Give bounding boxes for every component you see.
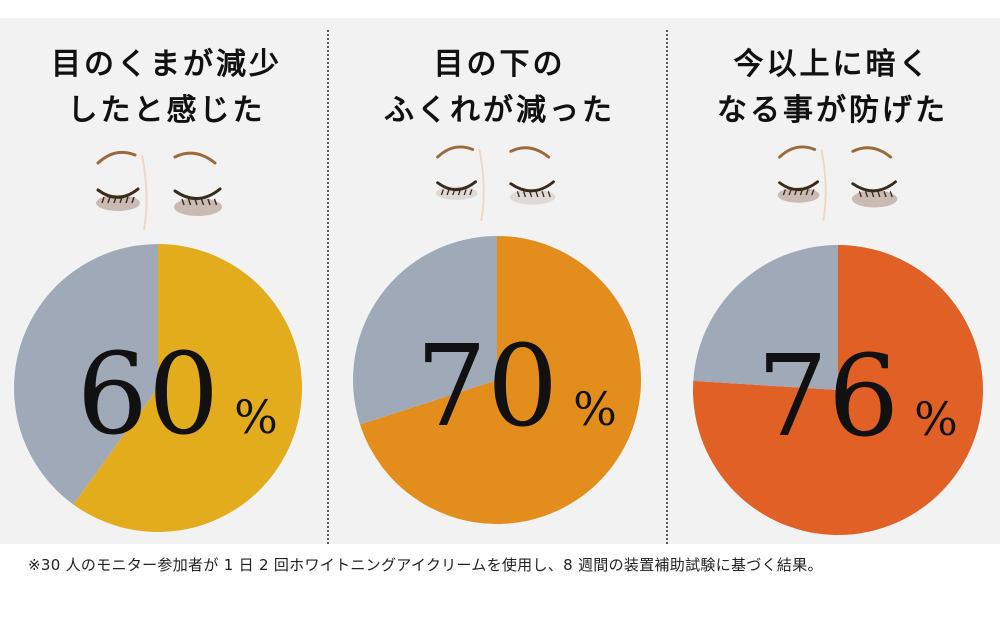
pie-chart: 76%: [693, 245, 983, 535]
divider: [666, 30, 668, 544]
panel-1: 目のくまが減少 したと感じた: [0, 18, 333, 544]
title-line-1: 目のくまが減少: [51, 47, 282, 82]
title-line-2: ふくれが減った: [384, 93, 615, 128]
percentage-unit: %: [914, 392, 958, 446]
percentage-unit: %: [234, 390, 278, 444]
title-line-2: なる事が防げた: [717, 93, 948, 128]
footnote: ※30 人のモニター参加者が 1 日 2 回ホワイトニングアイクリームを使用し、…: [28, 556, 823, 574]
closed-eyes-icon: [435, 145, 556, 221]
divider: [327, 30, 329, 544]
panel-title: 今以上に暗く なる事が防げた: [666, 42, 999, 134]
panel-title: 目の下の ふくれが減った: [333, 42, 666, 134]
percentage-value: 70: [416, 322, 559, 452]
title-line-1: 今以上に暗く: [733, 47, 932, 82]
pie-slice-highlight: [360, 236, 641, 524]
percentage-unit: %: [573, 382, 617, 436]
pie-slice-rest: [353, 236, 497, 425]
pie-slice-rest: [14, 244, 158, 505]
percentage-value: 60: [77, 330, 220, 460]
pie-chart: 60%: [14, 244, 303, 532]
closed-eyes-icon: [96, 150, 222, 231]
closed-eyes-icon: [777, 145, 898, 221]
panel-2: 目の下の ふくれが減った: [333, 18, 666, 544]
title-line-1: 目の下の: [433, 47, 566, 82]
pie-slice-rest: [693, 245, 838, 390]
pie-slice-highlight: [73, 244, 303, 532]
panel-3: 今以上に暗く なる事が防げた: [666, 18, 999, 544]
percentage-value: 76: [757, 332, 900, 462]
panel-title: 目のくまが減少 したと感じた: [0, 42, 333, 134]
pie-chart: 70%: [353, 236, 641, 524]
title-line-2: したと感じた: [67, 93, 266, 128]
